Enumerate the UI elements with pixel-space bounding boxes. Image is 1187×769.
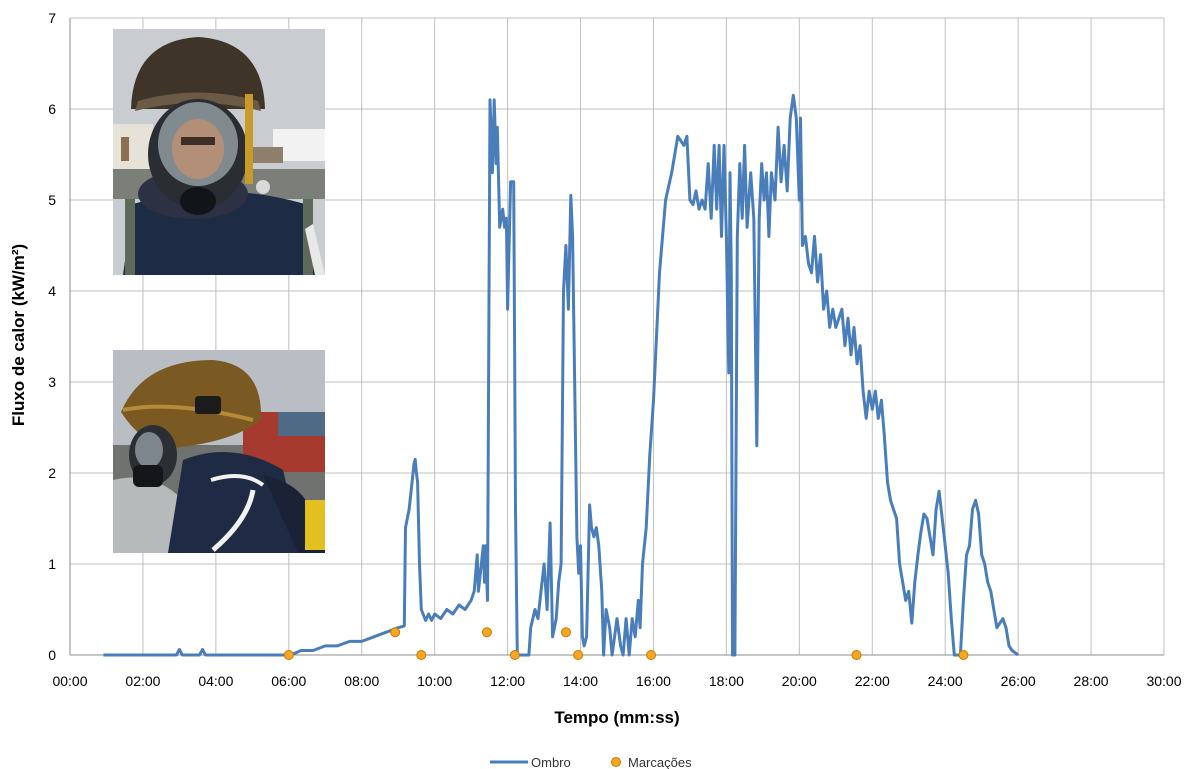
x-tick-label: 10:00 bbox=[417, 673, 452, 689]
x-tick-label: 22:00 bbox=[855, 673, 890, 689]
x-tick-label: 06:00 bbox=[271, 673, 306, 689]
legend-marker-swatch bbox=[611, 757, 621, 767]
y-axis-ticks: 0 1 2 3 4 5 6 7 bbox=[48, 10, 56, 663]
series-line-ombro bbox=[103, 93, 1019, 657]
marker-layer bbox=[283, 627, 969, 660]
x-tick-label: 28:00 bbox=[1074, 673, 1109, 689]
x-axis-ticks: 00:00 02:00 04:00 06:00 08:00 10:00 12:00 14:00… bbox=[52, 673, 1181, 689]
x-tick-label: 20:00 bbox=[782, 673, 817, 689]
y-tick-label: 6 bbox=[48, 101, 56, 117]
x-tick-label: 26:00 bbox=[1001, 673, 1036, 689]
x-tick-label: 04:00 bbox=[198, 673, 233, 689]
x-tick-label: 08:00 bbox=[344, 673, 379, 689]
x-tick-label: 18:00 bbox=[709, 673, 744, 689]
legend-label-ombro: Ombro bbox=[531, 755, 571, 769]
marcacao-point bbox=[390, 627, 401, 638]
series-layer bbox=[103, 93, 1019, 657]
y-axis-title: Fluxo de calor (kW/m²) bbox=[9, 244, 28, 426]
legend: Ombro Marcações bbox=[490, 755, 692, 769]
x-axis-title: Tempo (mm:ss) bbox=[554, 708, 679, 727]
y-tick-label: 2 bbox=[48, 465, 56, 481]
y-tick-label: 3 bbox=[48, 374, 56, 390]
grid bbox=[69, 17, 1165, 656]
marcacao-point bbox=[851, 650, 862, 660]
marcacao-point bbox=[958, 650, 969, 660]
legend-label-marcacoes: Marcações bbox=[628, 755, 692, 769]
x-tick-label: 14:00 bbox=[563, 673, 598, 689]
marcacao-point bbox=[646, 650, 657, 660]
marcacao-point bbox=[509, 650, 520, 660]
y-tick-label: 5 bbox=[48, 192, 56, 208]
x-tick-label: 02:00 bbox=[125, 673, 160, 689]
firefighter-front-photo bbox=[113, 29, 325, 275]
marcacao-point bbox=[481, 627, 492, 638]
firefighter-side-photo bbox=[113, 350, 325, 553]
marcacao-point bbox=[416, 650, 427, 660]
y-tick-label: 1 bbox=[48, 556, 56, 572]
y-tick-label: 7 bbox=[48, 10, 56, 26]
y-tick-label: 0 bbox=[48, 647, 56, 663]
marcacao-point bbox=[283, 650, 294, 660]
x-tick-label: 24:00 bbox=[928, 673, 963, 689]
marcacao-point bbox=[560, 627, 571, 638]
y-tick-label: 4 bbox=[48, 283, 56, 299]
x-tick-label: 00:00 bbox=[52, 673, 87, 689]
marcacao-point bbox=[573, 650, 584, 660]
x-tick-label: 12:00 bbox=[490, 673, 525, 689]
x-tick-label: 30:00 bbox=[1146, 673, 1181, 689]
x-tick-label: 16:00 bbox=[636, 673, 671, 689]
